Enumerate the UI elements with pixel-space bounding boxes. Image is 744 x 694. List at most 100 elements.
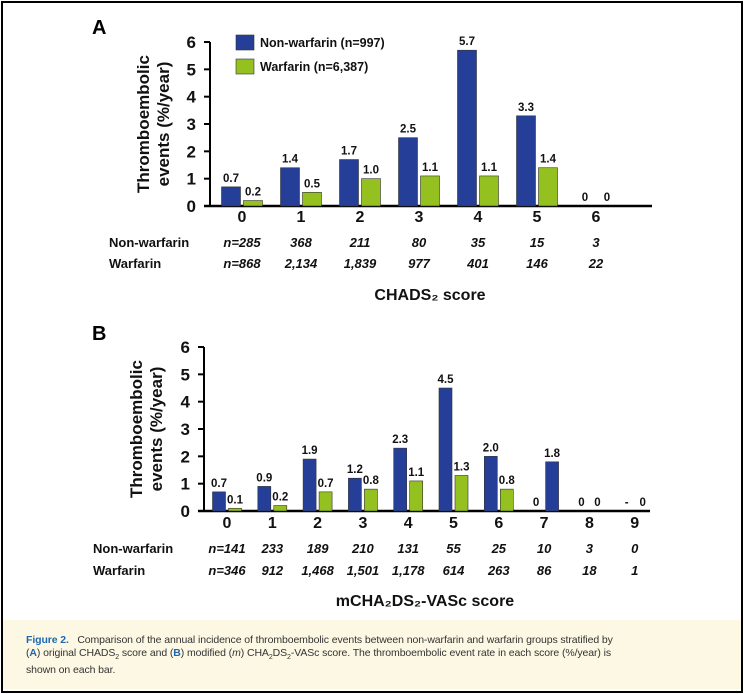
bar-warfarin-0 xyxy=(243,200,263,207)
bar-warfarin-1 xyxy=(273,505,288,512)
y-tick-label: 2 xyxy=(181,447,190,466)
x-tick-label: 1 xyxy=(297,209,306,226)
figure-caption: Figure 2. Comparison of the annual incid… xyxy=(26,634,613,677)
legend-swatch xyxy=(235,34,255,51)
x-tick-label: 5 xyxy=(449,515,458,532)
bar-non-warfarin-3 xyxy=(348,477,362,512)
y-tick-label: 6 xyxy=(181,338,190,357)
n-table-cell: 210 xyxy=(351,541,374,556)
bar-warfarin-2 xyxy=(361,178,381,207)
bar-warfarin-4 xyxy=(479,175,499,207)
x-axis-label: mCHA₂DS₂-VASc score xyxy=(336,593,515,610)
caption-line-3: shown on each bar. xyxy=(26,664,116,677)
n-table-cell: 189 xyxy=(307,541,329,556)
value-label-warfarin: 0.2 xyxy=(272,492,288,504)
y-axis-label-line1: Thromboembolic xyxy=(127,360,146,498)
n-table-cell: 368 xyxy=(290,235,312,250)
n-table-cell: n=868 xyxy=(223,256,261,271)
bar-non-warfarin-1 xyxy=(257,486,272,512)
value-label-non-warfarin: 0.7 xyxy=(223,173,239,185)
x-tick-label: 8 xyxy=(585,515,594,532)
value-label-non-warfarin: 5.7 xyxy=(459,36,475,48)
n-table-cell: n=346 xyxy=(208,563,246,578)
n-table-cell: 233 xyxy=(260,541,283,556)
n-table-cell: 86 xyxy=(537,563,552,578)
bar-non-warfarin-4 xyxy=(457,49,477,207)
y-tick-label: 3 xyxy=(181,420,190,439)
bar-warfarin-5 xyxy=(454,475,469,512)
n-table-row-label: Warfarin xyxy=(93,563,145,578)
n-table-cell: 25 xyxy=(491,541,507,556)
caption-sub: 2 xyxy=(115,653,120,661)
n-table-cell: 263 xyxy=(487,563,510,578)
n-table-cell: 1,839 xyxy=(344,256,377,271)
n-table-cell: 80 xyxy=(412,235,427,250)
value-label-warfarin: 0.7 xyxy=(318,478,334,490)
y-tick-label: 6 xyxy=(187,33,196,52)
bar-non-warfarin-5 xyxy=(438,387,453,512)
n-table-cell: n=141 xyxy=(208,541,245,556)
value-label-non-warfarin: 2.0 xyxy=(483,442,499,454)
n-table-cell: 0 xyxy=(631,541,639,556)
bar-warfarin-3 xyxy=(364,488,378,512)
bar-non-warfarin-3 xyxy=(398,137,418,207)
n-table-cell: n=285 xyxy=(223,235,261,250)
value-label-warfarin: 1.1 xyxy=(408,467,425,479)
n-table-cell: 146 xyxy=(526,256,548,271)
n-table-cell: 1,178 xyxy=(392,563,425,578)
bar-non-warfarin-0 xyxy=(212,491,226,512)
bar-non-warfarin-5 xyxy=(516,115,536,207)
value-label-non-warfarin: 2.3 xyxy=(392,434,408,446)
n-table-cell: 977 xyxy=(408,256,430,271)
value-label-warfarin: 1.1 xyxy=(422,162,439,174)
y-axis-label-line2: events (%/year) xyxy=(147,367,166,492)
y-tick-label: 3 xyxy=(187,115,196,134)
caption-seg: ) modified ( xyxy=(180,646,233,659)
x-tick-label: 4 xyxy=(404,515,413,532)
caption-seg: score and ( xyxy=(119,646,174,659)
value-label-warfarin: 0.2 xyxy=(245,187,261,199)
bar-warfarin-3 xyxy=(420,175,440,207)
value-label-warfarin: 1.8 xyxy=(544,448,561,460)
n-table-cell: 1,501 xyxy=(347,563,380,578)
n-table-cell: 211 xyxy=(349,235,371,250)
legend-label: Warfarin (n=6,387) xyxy=(260,60,368,74)
y-tick-label: 5 xyxy=(187,60,196,79)
value-label-warfarin: 0 xyxy=(639,497,645,509)
y-axis-label-line2: events (%/year) xyxy=(154,62,173,187)
caption-sub: 2 xyxy=(287,653,291,661)
value-label-warfarin: 0.1 xyxy=(227,494,244,506)
y-tick-label: 5 xyxy=(181,365,190,384)
x-tick-label: 6 xyxy=(592,209,601,226)
y-tick-label: 4 xyxy=(187,88,197,107)
y-tick-label: 0 xyxy=(187,197,196,216)
y-tick-label: 1 xyxy=(181,475,190,494)
value-label-non-warfarin: - xyxy=(625,497,629,509)
x-axis-label: CHADS₂ score xyxy=(374,287,485,304)
n-table-cell: 55 xyxy=(446,541,461,556)
value-label-warfarin: 1.1 xyxy=(481,162,498,174)
value-label-non-warfarin: 0 xyxy=(533,497,539,509)
caption-m: m xyxy=(232,646,241,659)
x-tick-label: 3 xyxy=(415,209,424,226)
bar-non-warfarin-6 xyxy=(483,456,498,512)
x-tick-label: 9 xyxy=(630,515,639,532)
value-label-non-warfarin: 0 xyxy=(578,497,584,509)
n-table-row-label: Non-warfarin xyxy=(109,235,189,250)
value-label-warfarin: 1.4 xyxy=(540,154,557,166)
n-table-cell: 614 xyxy=(443,563,465,578)
value-label-warfarin: 0 xyxy=(604,192,610,204)
bar-warfarin-6 xyxy=(499,488,514,512)
x-tick-label: 2 xyxy=(356,209,365,226)
x-tick-label: 2 xyxy=(313,515,322,532)
bar-warfarin-2 xyxy=(318,491,333,512)
n-table-cell: 18 xyxy=(582,563,597,578)
panel-label: B xyxy=(92,323,106,345)
value-label-warfarin: 1.3 xyxy=(454,461,470,473)
value-label-warfarin: 0.8 xyxy=(499,475,516,487)
n-table-row-label: Warfarin xyxy=(109,256,161,271)
bar-warfarin-7 xyxy=(545,461,559,512)
value-label-non-warfarin: 1.7 xyxy=(341,146,357,158)
caption-sub: 2 xyxy=(268,653,273,661)
